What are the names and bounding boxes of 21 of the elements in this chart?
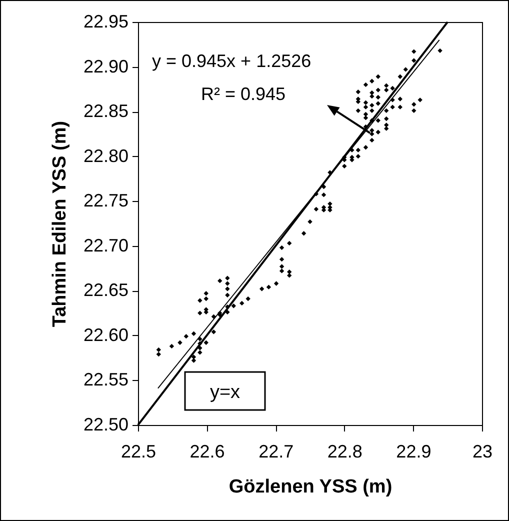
y-tick-label: 22.50 xyxy=(83,414,128,434)
x-tick-label: 22.6 xyxy=(190,442,225,462)
y-tick-label: 22.60 xyxy=(83,324,128,345)
annotation: R² = 0.945 xyxy=(201,84,286,104)
y-tick-label: 22.85 xyxy=(83,101,128,122)
y-tick-label: 22.55 xyxy=(83,370,128,390)
series-label: y=x xyxy=(210,382,241,403)
x-tick-label: 22.9 xyxy=(396,442,432,462)
y-tick-label: 22.70 xyxy=(83,235,128,256)
y-tick-label: 22.80 xyxy=(83,146,128,166)
annotation: y = 0.945x + 1.2526 xyxy=(152,51,312,71)
y-tick-label: 22.75 xyxy=(83,190,128,211)
x-tick-label: 23 xyxy=(472,442,493,462)
y-axis-title: Tahmin Edilen YSS (m) xyxy=(49,120,70,328)
y-tick-label: 22.95 xyxy=(83,12,128,32)
x-tick-label: 22.8 xyxy=(327,442,362,462)
y-tick-label: 22.65 xyxy=(83,280,128,300)
x-tick-label: 22.7 xyxy=(258,442,294,462)
y-tick-label: 22.90 xyxy=(83,56,128,76)
x-axis-title: Gözlenen YSS (m) xyxy=(228,476,392,498)
x-tick-label: 22.5 xyxy=(120,442,156,462)
